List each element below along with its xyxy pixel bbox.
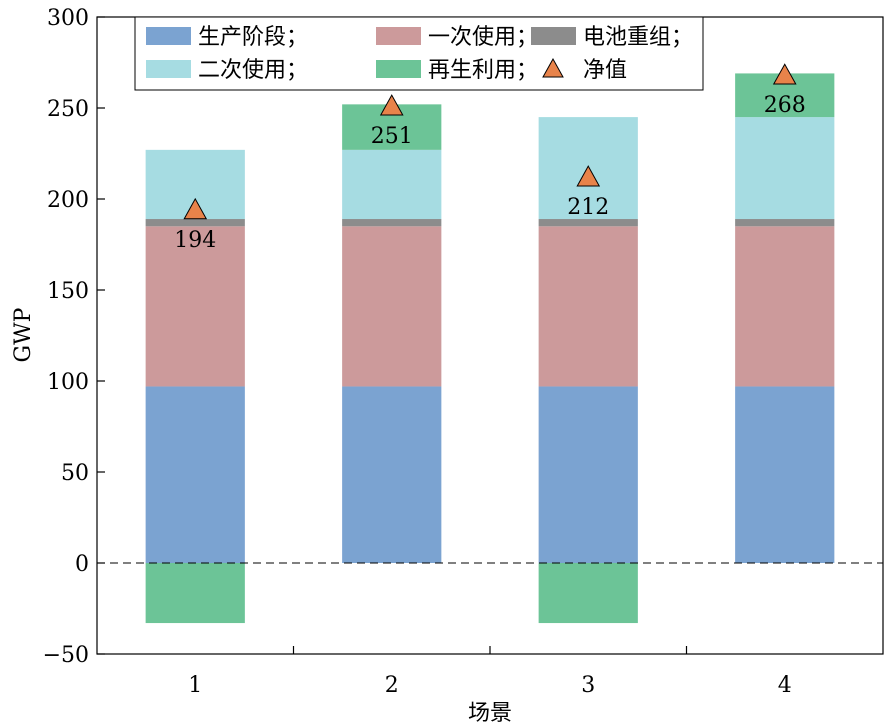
bar-segment-2-scenario-3 bbox=[538, 226, 638, 387]
legend-swatch-net bbox=[542, 57, 564, 78]
x-tick-label-1: 1 bbox=[188, 673, 202, 698]
bar-segment-5-scenario-3 bbox=[538, 563, 638, 624]
net-label-scenario-2: 251 bbox=[371, 124, 413, 149]
net-label-scenario-3: 212 bbox=[567, 195, 609, 220]
bar-segment-1-scenario-4 bbox=[735, 386, 835, 563]
x-axis-title: 场景 bbox=[468, 701, 512, 726]
legend-swatch-3 bbox=[531, 27, 576, 45]
net-label-scenario-4: 268 bbox=[764, 93, 806, 118]
bar-segment-5-scenario-1 bbox=[145, 563, 245, 624]
legend-swatch-1 bbox=[146, 27, 191, 45]
bar-segment-4-scenario-2 bbox=[342, 149, 442, 220]
y-axis: −50 0 50 100 150 200 250 300 bbox=[43, 6, 105, 668]
bar-segment-4-scenario-4 bbox=[735, 117, 835, 220]
bar-segment-2-scenario-2 bbox=[342, 226, 442, 387]
legend-label-4: 二次使用； bbox=[198, 58, 308, 83]
x-tick-label-2: 2 bbox=[385, 673, 399, 698]
y-tick-label-3: 100 bbox=[47, 370, 89, 395]
bar-segment-1-scenario-2 bbox=[342, 386, 442, 563]
y-tick-label-4: 150 bbox=[47, 279, 89, 304]
legend-swatch-2 bbox=[376, 27, 421, 45]
legend-swatch-5 bbox=[376, 60, 421, 78]
x-tick-label-3: 3 bbox=[581, 673, 595, 698]
legend-label-2: 一次使用； bbox=[428, 25, 538, 50]
legend-label-1: 生产阶段； bbox=[198, 25, 308, 50]
bar-segment-2-scenario-4 bbox=[735, 226, 835, 387]
bar-segment-3-scenario-1 bbox=[145, 219, 245, 227]
y-tick-label-5: 200 bbox=[47, 188, 89, 213]
legend-label-3: 电池重组； bbox=[583, 25, 693, 50]
bar-segment-2-scenario-1 bbox=[145, 226, 245, 387]
x-axis: 1 2 3 4 bbox=[188, 646, 792, 698]
bar-segment-1-scenario-1 bbox=[145, 386, 245, 563]
y-tick-label-1: 0 bbox=[75, 552, 89, 577]
y-tick-label-2: 50 bbox=[61, 461, 89, 486]
y-tick-label-7: 300 bbox=[47, 6, 89, 31]
y-tick-label-6: 250 bbox=[47, 97, 89, 122]
y-tick-label-0: −50 bbox=[43, 643, 89, 668]
net-marker-scenario-2 bbox=[379, 94, 404, 116]
net-marker-group: 194 251 212 268 bbox=[174, 63, 806, 253]
legend-label-6: 净值 bbox=[583, 58, 627, 83]
bar-segment-3-scenario-2 bbox=[342, 219, 442, 227]
net-marker-scenario-3 bbox=[576, 165, 601, 187]
x-tick-label-4: 4 bbox=[778, 673, 792, 698]
legend-swatch-4 bbox=[146, 60, 191, 78]
net-marker-scenario-4 bbox=[772, 63, 797, 85]
bar-segment-3-scenario-4 bbox=[735, 219, 835, 227]
legend: 生产阶段； 一次使用； 电池重组； 二次使用； 再生利用； 净值 bbox=[134, 16, 704, 91]
net-label-scenario-1: 194 bbox=[174, 228, 216, 253]
bar-segment-1-scenario-3 bbox=[538, 386, 638, 563]
net-marker-scenario-1 bbox=[183, 197, 208, 220]
legend-label-5: 再生利用； bbox=[428, 58, 538, 83]
bar-segment-3-scenario-3 bbox=[538, 219, 638, 227]
y-axis-title: GWP bbox=[11, 307, 36, 362]
